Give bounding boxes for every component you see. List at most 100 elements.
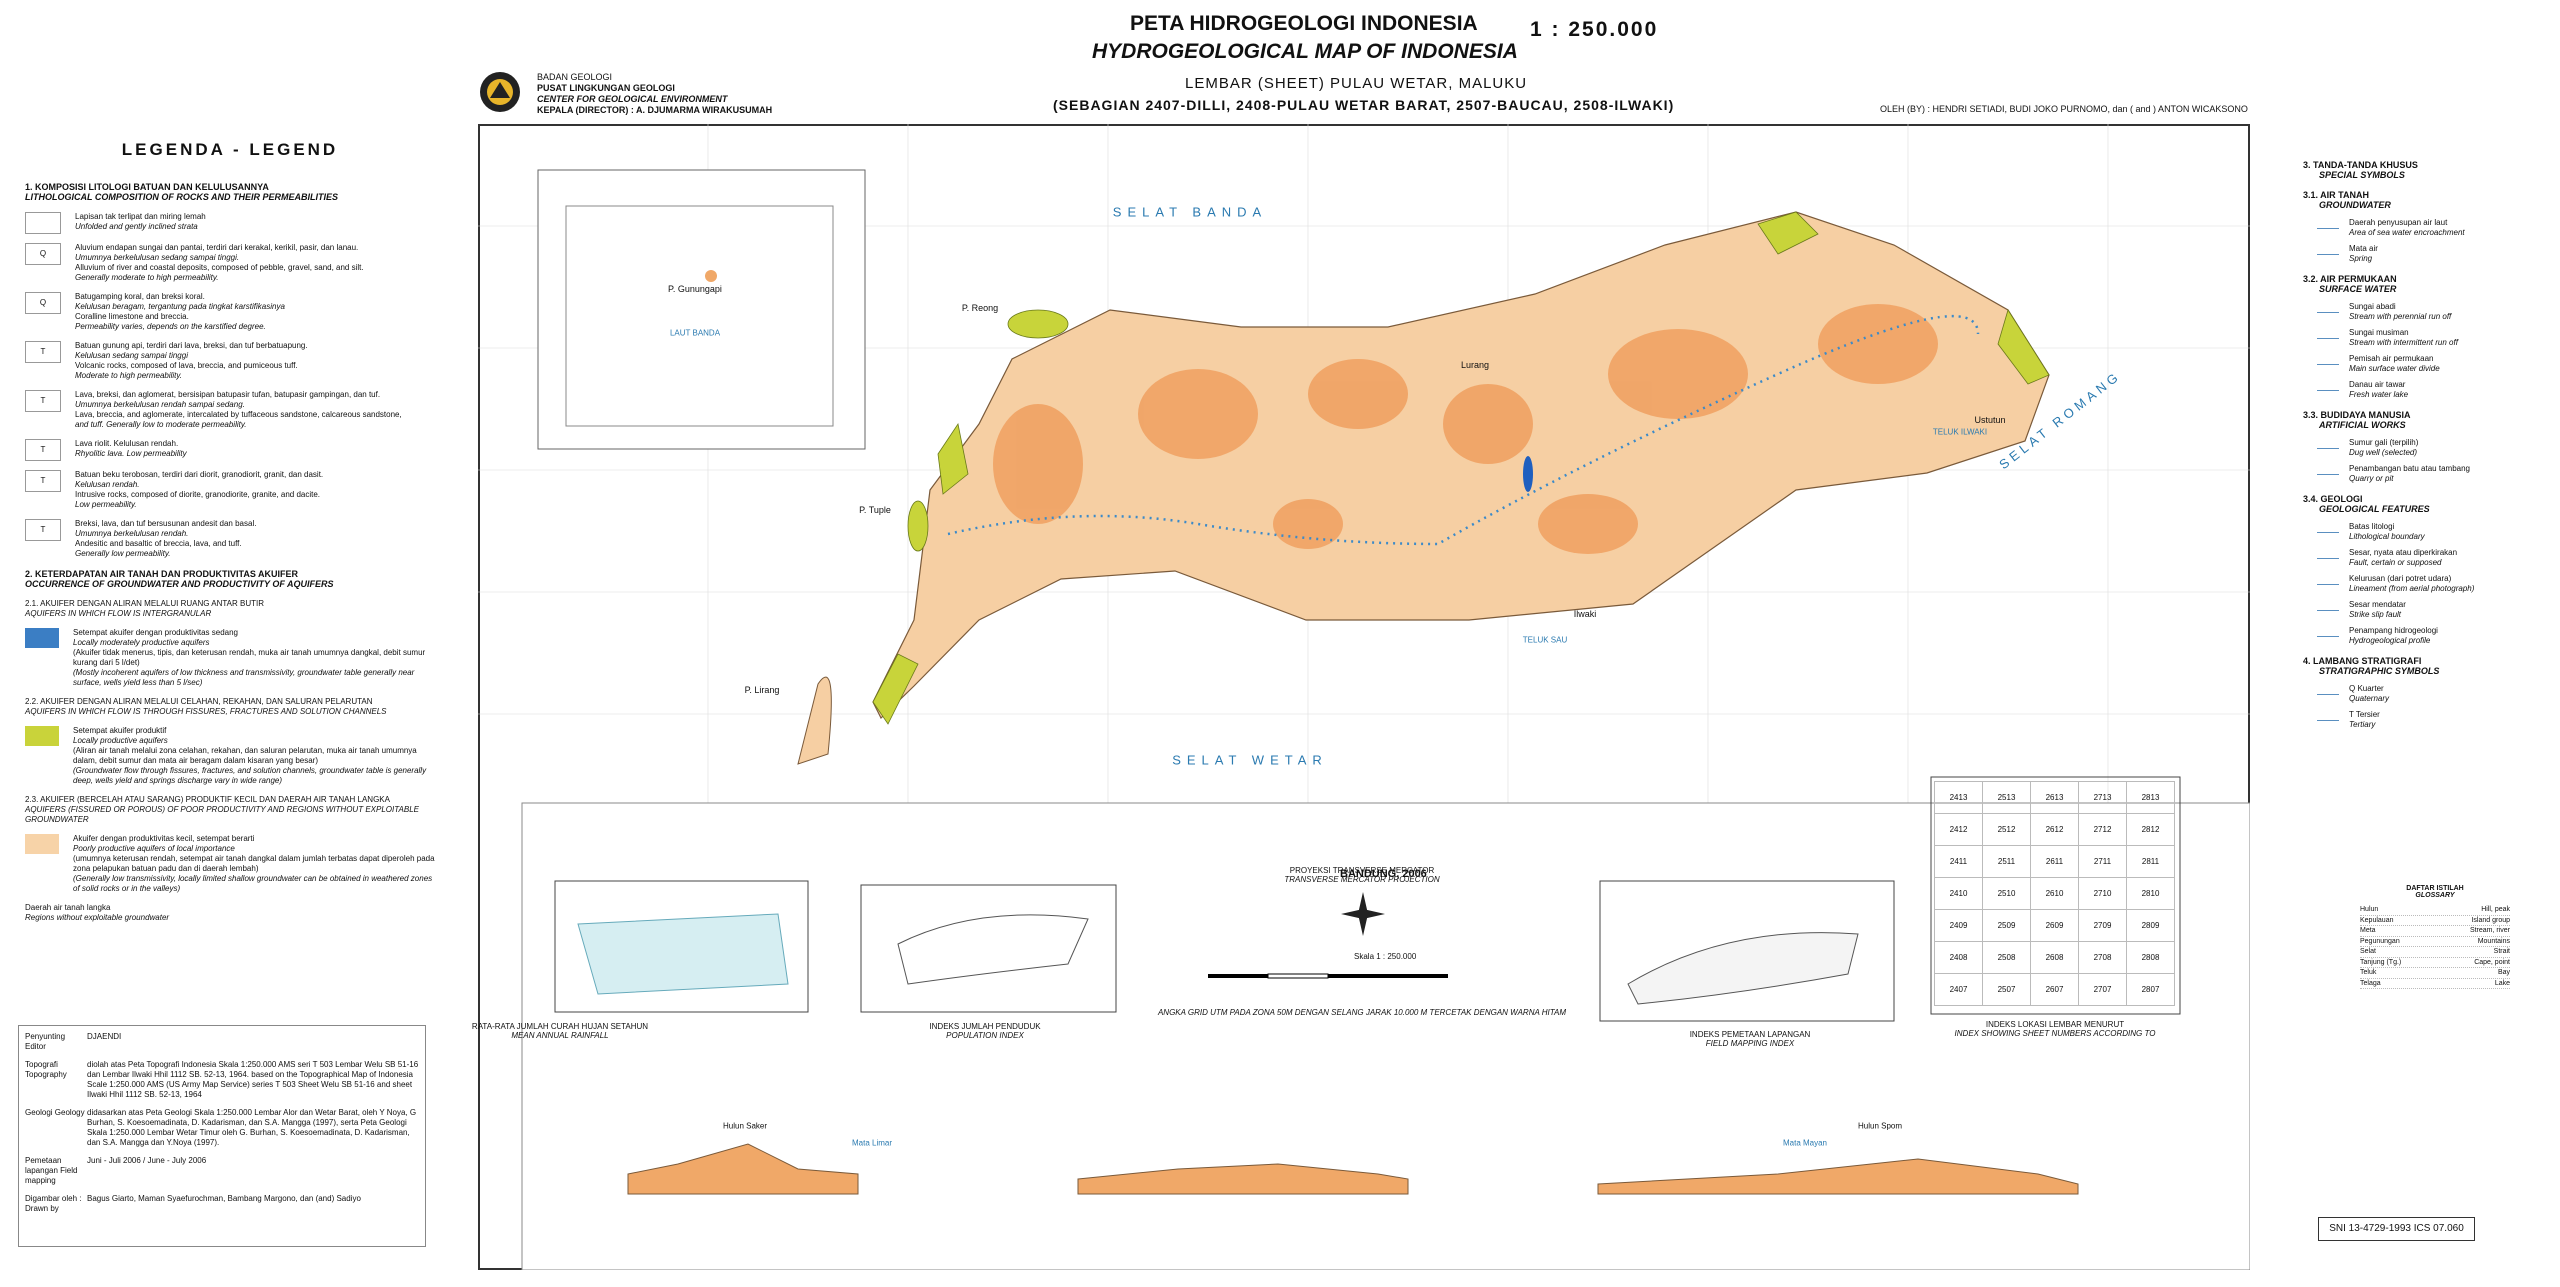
symbol-item: Kelurusan (dari potret udara) Lineament (… — [2317, 574, 2538, 594]
glossary-term: Telaga — [2360, 979, 2381, 987]
legend-symbol: T — [25, 390, 61, 412]
section-label: Hulun Spom — [1857, 1121, 1903, 1131]
legend-line: Intrusive rocks, composed of diorite, gr… — [75, 490, 321, 499]
glossary-term: Pegunungan — [2360, 937, 2400, 945]
glossary-meaning: Bay — [2497, 969, 2510, 976]
section-heading: 3.2. AIR PERMUKAAN — [2303, 274, 2397, 284]
symbol-text: Kelurusan (dari potret udara) Lineament (… — [2349, 574, 2474, 594]
glossary-term: Kepulauan — [2360, 916, 2394, 924]
symbol-label-en: Hydrogeological profile — [2349, 636, 2431, 645]
sheet-cell: 2709 — [2078, 909, 2127, 942]
symbol-text: Sungai musiman Stream with intermittent r… — [2349, 328, 2458, 348]
glossary-term: Meta — [2360, 927, 2376, 934]
symbol-label-en: Quarry or pit — [2349, 474, 2394, 483]
legend-item: 2.1. AKUIFER DENGAN ALIRAN MELALUI RUANG… — [25, 599, 435, 619]
legend-text: 2.2. AKUIFER DENGAN ALIRAN MELALUI CELAH… — [25, 697, 387, 717]
legend-title: LEGENDA - LEGEND — [121, 140, 339, 159]
glossary-row: Meta Stream, river — [2360, 926, 2510, 937]
symbol-label-en: Dug well (selected) — [2349, 448, 2418, 457]
title: PETA HIDROGEOLOGI INDONESIA — [1130, 12, 1478, 35]
symbol-text: Danau air tawar Fresh water lake — [2349, 380, 2408, 400]
symbol-text: Batas litologi Lithological boundary — [2349, 522, 2425, 542]
legend-text: Aluvium endapan sungai dan pantai, terdi… — [75, 243, 364, 283]
legend-line: Kelulusan sedang sampai tinggi — [75, 351, 188, 360]
legend-line: Kelulusan beragam, tergantung pada tingk… — [75, 302, 285, 311]
credit-row: Topografi Topography diolah atas Peta Top… — [25, 1060, 419, 1100]
legend-line: Umumnya berkelulusan sedang sampai tingg… — [75, 253, 240, 262]
symbol-label: Danau air tawar — [2349, 380, 2406, 389]
symbol-label: Daerah penyusupan air laut — [2349, 218, 2448, 227]
symbol-label: Penampang hidrogeologi — [2349, 626, 2438, 635]
sheet-cell: 2607 — [2030, 973, 2079, 1006]
symbol-icon — [2317, 302, 2339, 313]
standard-code: SNI 13-4729-1993 ICS 07.060 — [2318, 1217, 2475, 1241]
symbol-label: Mata air — [2349, 244, 2378, 253]
symbol-label-en: Lithological boundary — [2349, 532, 2425, 541]
legend-line: Coralline limestone and breccia. — [75, 312, 189, 321]
legend-item: T Lava, breksi, dan aglomerat, bersisipan… — [25, 390, 435, 430]
map-label: P. Tuple — [859, 505, 891, 515]
grid-note-text: ANGKA GRID UTM PADA ZONA 50M DENGAN SELA… — [1157, 1008, 1567, 1017]
symbol-label-en: Strike slip fault — [2349, 610, 2402, 619]
sheet-cell: 2507 — [1982, 973, 2031, 1006]
credit-value: diolah atas Peta Topografi Indonesia Ska… — [87, 1060, 419, 1099]
section-heading: 3.4. GEOLOGI — [2303, 494, 2363, 504]
map-label: SELAT BANDA — [1112, 204, 1268, 220]
legend-line: and tuff. Generally low to moderate perm… — [75, 420, 247, 429]
inset-title-en: INDEX SHOWING SHEET NUMBERS ACCORDING TO — [1954, 1029, 2156, 1038]
glossary-meaning: Cape, point — [2474, 958, 2510, 966]
inset-title: INDEKS JUMLAH PENDUDUK — [929, 1022, 1041, 1031]
glossary-title-en: GLOSSARY — [2415, 892, 2455, 899]
credit-label: Digambar oleh : Drawn by — [25, 1194, 82, 1213]
sheet-cell: 2810 — [2126, 877, 2175, 910]
sheet-cell: 2407 — [1934, 973, 1983, 1006]
legend-item: T Lava riolit. Kelulusan rendah. Rhyolitic… — [25, 439, 435, 461]
sheet-cell: 2612 — [2030, 813, 2079, 846]
map-label: P. Reong — [961, 303, 999, 313]
inset-caption: INDEKS JUMLAH PENDUDUK POPULATION INDEX — [929, 1022, 1040, 1040]
symbol-icon — [2317, 548, 2339, 559]
legend-symbol — [25, 212, 61, 234]
glossary-term: Hulun — [2360, 906, 2379, 913]
legend-line: Batuan gunung api, terdiri dari lava, br… — [75, 341, 308, 350]
sheet-cell: 2411 — [1934, 845, 1983, 878]
symbol-label-en: Tertiary — [2349, 720, 2376, 729]
agency-line: PUSAT LINGKUNGAN GEOLOGI — [537, 83, 675, 93]
symbol-text: Sesar, nyata atau diperkirakan Fault, cer… — [2349, 548, 2457, 568]
legend-line: Lava riolit. Kelulusan rendah. — [75, 439, 179, 448]
symbol-icon — [2317, 574, 2339, 585]
sheet-cell: 2610 — [2030, 877, 2079, 910]
symbol-icon — [2317, 354, 2339, 365]
symbol-item: Sungai abadi Stream with perennial run of… — [2317, 302, 2538, 322]
legend-text: Breksi, lava, dan tuf bersusunan andesit… — [75, 519, 256, 559]
legend-item: Setempat akuifer dengan produktivitas se… — [25, 628, 435, 688]
sheet-parts: (SEBAGIAN 2407-DILLI, 2408-PULAU WETAR B… — [1053, 97, 1675, 113]
credit-value: DJAENDI — [87, 1032, 122, 1041]
glossary-row: Teluk Bay — [2360, 968, 2510, 979]
legend-line: 2.1. AKUIFER DENGAN ALIRAN MELALUI RUANG… — [25, 599, 265, 608]
legend-line: Daerah air tanah langka — [25, 903, 111, 912]
symbol-text: Sumur gali (terpilih) Dug well (selected) — [2349, 438, 2418, 458]
legend-line: 2.3. AKUIFER (BERCELAH ATAU SARANG) PROD… — [25, 795, 390, 804]
sheet-cell: 2608 — [2030, 941, 2079, 974]
sheet-cell: 2807 — [2126, 973, 2175, 1006]
symbol-item: Sumur gali (terpilih) Dug well (selected) — [2317, 438, 2538, 458]
legend-text: Lava riolit. Kelulusan rendah. Rhyolitic … — [75, 439, 187, 461]
sheet-cell: 2413 — [1934, 781, 1983, 814]
symbol-label: Sesar, nyata atau diperkirakan — [2349, 548, 2458, 557]
symbol-icon — [2317, 684, 2339, 695]
agency-line: KEPALA (DIRECTOR) : A. DJUMARMA WIRAKUSU… — [537, 105, 773, 115]
section-heading-en: ARTIFICIAL WORKS — [2319, 420, 2406, 430]
symbol-text: Daerah penyusupan air laut Area of sea wa… — [2349, 218, 2465, 238]
symbol-icon — [2317, 522, 2339, 533]
section-heading-en: STRATIGRAPHIC SYMBOLS — [2319, 666, 2440, 676]
agency-line: CENTER FOR GEOLOGICAL ENVIRONMENT — [537, 94, 728, 104]
credit-label: Topografi Topography — [25, 1060, 67, 1079]
center-block: PROYEKSI TRANSVERSE MERCATOR TRANSVERSE … — [1284, 866, 1439, 884]
symbol-item: Sungai musiman Stream with intermittent r… — [2317, 328, 2538, 348]
symbol-icon — [2317, 626, 2339, 637]
legend-text: Batugamping koral, dan breksi koral. Kelu… — [75, 292, 285, 332]
legend-item: Daerah air tanah langka Regions without e… — [25, 903, 435, 923]
symbol-item: Penambangan batu atau tambang Quarry or p… — [2317, 464, 2538, 484]
